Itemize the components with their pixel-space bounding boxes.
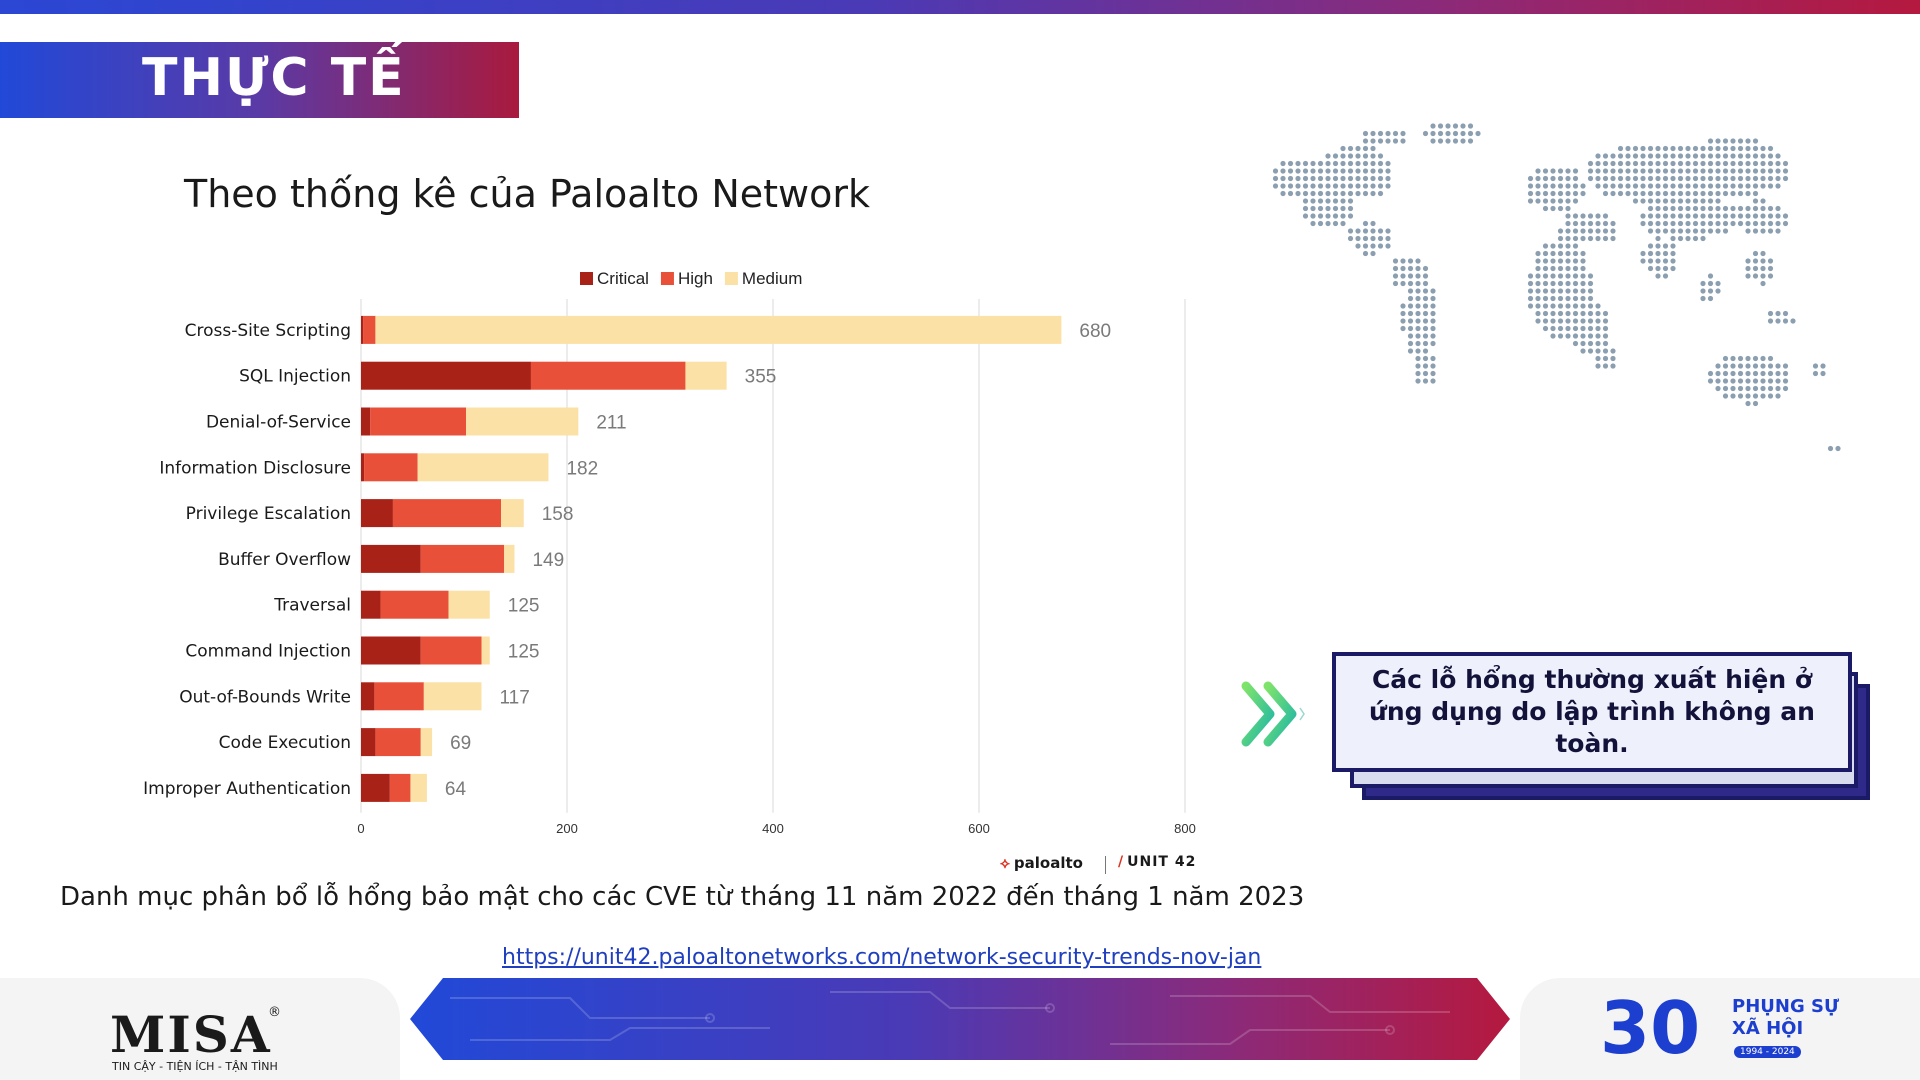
paloalto-logo: paloalto <box>1000 854 1083 872</box>
bar-10-high <box>389 773 411 802</box>
chart-caption: Danh mục phân bổ lỗ hổng bảo mật cho các… <box>60 882 1305 912</box>
total-label-6: 125 <box>508 596 540 617</box>
category-label-1: SQL Injection <box>239 367 351 387</box>
bar-7-medium <box>481 636 490 665</box>
total-label-1: 355 <box>745 367 777 388</box>
misa-name: MISA <box>110 1005 272 1064</box>
bar-2-high <box>370 407 467 436</box>
bar-5-medium <box>504 544 515 573</box>
bar-3-critical <box>361 453 365 482</box>
callout-text: Các lỗ hổng thường xuất hiện ở ứng dụng … <box>1369 665 1815 758</box>
bar-8-critical <box>361 682 375 711</box>
x-tick-label-4: 800 <box>1174 821 1196 836</box>
total-label-2: 211 <box>596 413 626 434</box>
total-label-9: 69 <box>450 733 471 754</box>
bar-3-high <box>364 453 418 482</box>
bar-6-medium <box>448 590 490 619</box>
bar-0-critical <box>361 315 364 344</box>
bar-1-critical <box>361 361 531 390</box>
callout-card: Các lỗ hổng thường xuất hiện ở ứng dụng … <box>1332 652 1852 772</box>
category-label-3: Information Disclosure <box>159 458 351 478</box>
slide-subtitle: Theo thống kê của Paloalto Network <box>184 172 871 216</box>
category-label-10: Improper Authentication <box>143 779 351 799</box>
bar-4-high <box>392 499 502 528</box>
bar-5-critical <box>361 544 421 573</box>
source-link[interactable]: https://unit42.paloaltonetworks.com/netw… <box>502 945 1262 970</box>
legend-label-2: Medium <box>742 269 802 288</box>
stacked-bar-chart: 0 200 400 600 800 Critical High Medium Cross-Sit… <box>143 269 1196 836</box>
bar-10-medium <box>410 773 427 802</box>
x-tick-label-1: 200 <box>556 821 578 836</box>
category-label-2: Denial-of-Service <box>206 413 351 433</box>
bar-6-critical <box>361 590 381 619</box>
category-label-4: Privilege Escalation <box>186 504 351 524</box>
section-banner: THỰC TẾ <box>0 42 519 118</box>
logo-divider <box>1105 856 1106 874</box>
total-label-7: 125 <box>508 642 540 663</box>
bar-5-high <box>420 544 505 573</box>
bar-9-critical <box>361 728 376 757</box>
total-label-10: 64 <box>445 779 467 800</box>
category-label-0: Cross-Site Scripting <box>185 321 351 341</box>
bar-7-high <box>420 636 482 665</box>
legend-label-1: High <box>678 269 713 288</box>
anniversary-number: 30 <box>1600 986 1701 1070</box>
bar-9-high <box>375 728 421 757</box>
bar-1-medium <box>685 361 727 390</box>
world-map-dots-icon <box>1272 123 1841 452</box>
total-label-4: 158 <box>542 504 574 525</box>
bar-0-high <box>363 315 376 344</box>
legend-swatch-1 <box>660 272 674 285</box>
anniversary-years: 1994 - 2024 <box>1734 1046 1801 1058</box>
category-label-7: Command Injection <box>185 642 351 662</box>
source-logos: paloalto UNIT 42 <box>990 852 1210 878</box>
registered-mark: ® <box>268 1005 281 1020</box>
bar-8-medium <box>423 682 482 711</box>
category-label-6: Traversal <box>273 596 351 616</box>
anniversary-line2: XÃ HỘI <box>1732 1018 1804 1039</box>
x-tick-label-3: 600 <box>968 821 990 836</box>
bar-6-high <box>380 590 449 619</box>
legend-swatch-0 <box>580 272 593 285</box>
section-title: THỰC TẾ <box>142 48 406 108</box>
circuit-pattern-icon <box>450 991 1450 1045</box>
callout-box: Các lỗ hổng thường xuất hiện ở ứng dụng … <box>1330 652 1875 812</box>
misa-logo: MISA ® TIN CẬY - TIỆN ÍCH - TẬN TÌNH <box>110 1005 290 1075</box>
legend-swatch-2 <box>724 272 738 285</box>
category-label-5: Buffer Overflow <box>218 550 351 570</box>
category-label-8: Out-of-Bounds Write <box>179 687 351 707</box>
legend-label-0: Critical <box>597 269 649 288</box>
total-label-8: 117 <box>500 687 530 708</box>
anniversary-line1: PHỤNG SỰ <box>1732 996 1839 1017</box>
total-label-3: 182 <box>566 458 598 479</box>
x-tick-label-0: 0 <box>357 821 364 836</box>
total-label-5: 149 <box>532 550 564 571</box>
x-tick-label-2: 400 <box>762 821 784 836</box>
bar-2-critical <box>361 407 371 436</box>
category-label-9: Code Execution <box>219 733 351 753</box>
bar-8-high <box>374 682 424 711</box>
bar-4-medium <box>501 499 524 528</box>
bar-10-critical <box>361 773 390 802</box>
top-accent-bar <box>0 0 1920 14</box>
double-chevron-right-icon <box>1241 681 1305 747</box>
bar-7-critical <box>361 636 421 665</box>
bar-0-medium <box>375 315 1062 344</box>
bar-1-high <box>530 361 686 390</box>
anniversary-logo: 30 PHỤNG SỰ XÃ HỘI 1994 - 2024 <box>1600 986 1860 1070</box>
unit42-logo: UNIT 42 <box>1118 854 1196 870</box>
bar-9-medium <box>420 728 433 757</box>
footer-right-panel <box>1520 978 1920 1080</box>
bar-2-medium <box>466 407 579 436</box>
footer-circuit-band <box>410 978 1510 1060</box>
footer-left-panel <box>0 978 400 1080</box>
bar-4-critical <box>361 499 393 528</box>
total-label-0: 680 <box>1079 321 1111 342</box>
misa-tagline: TIN CẬY - TIỆN ÍCH - TẬN TÌNH <box>112 1060 278 1073</box>
bar-3-medium <box>417 453 549 482</box>
